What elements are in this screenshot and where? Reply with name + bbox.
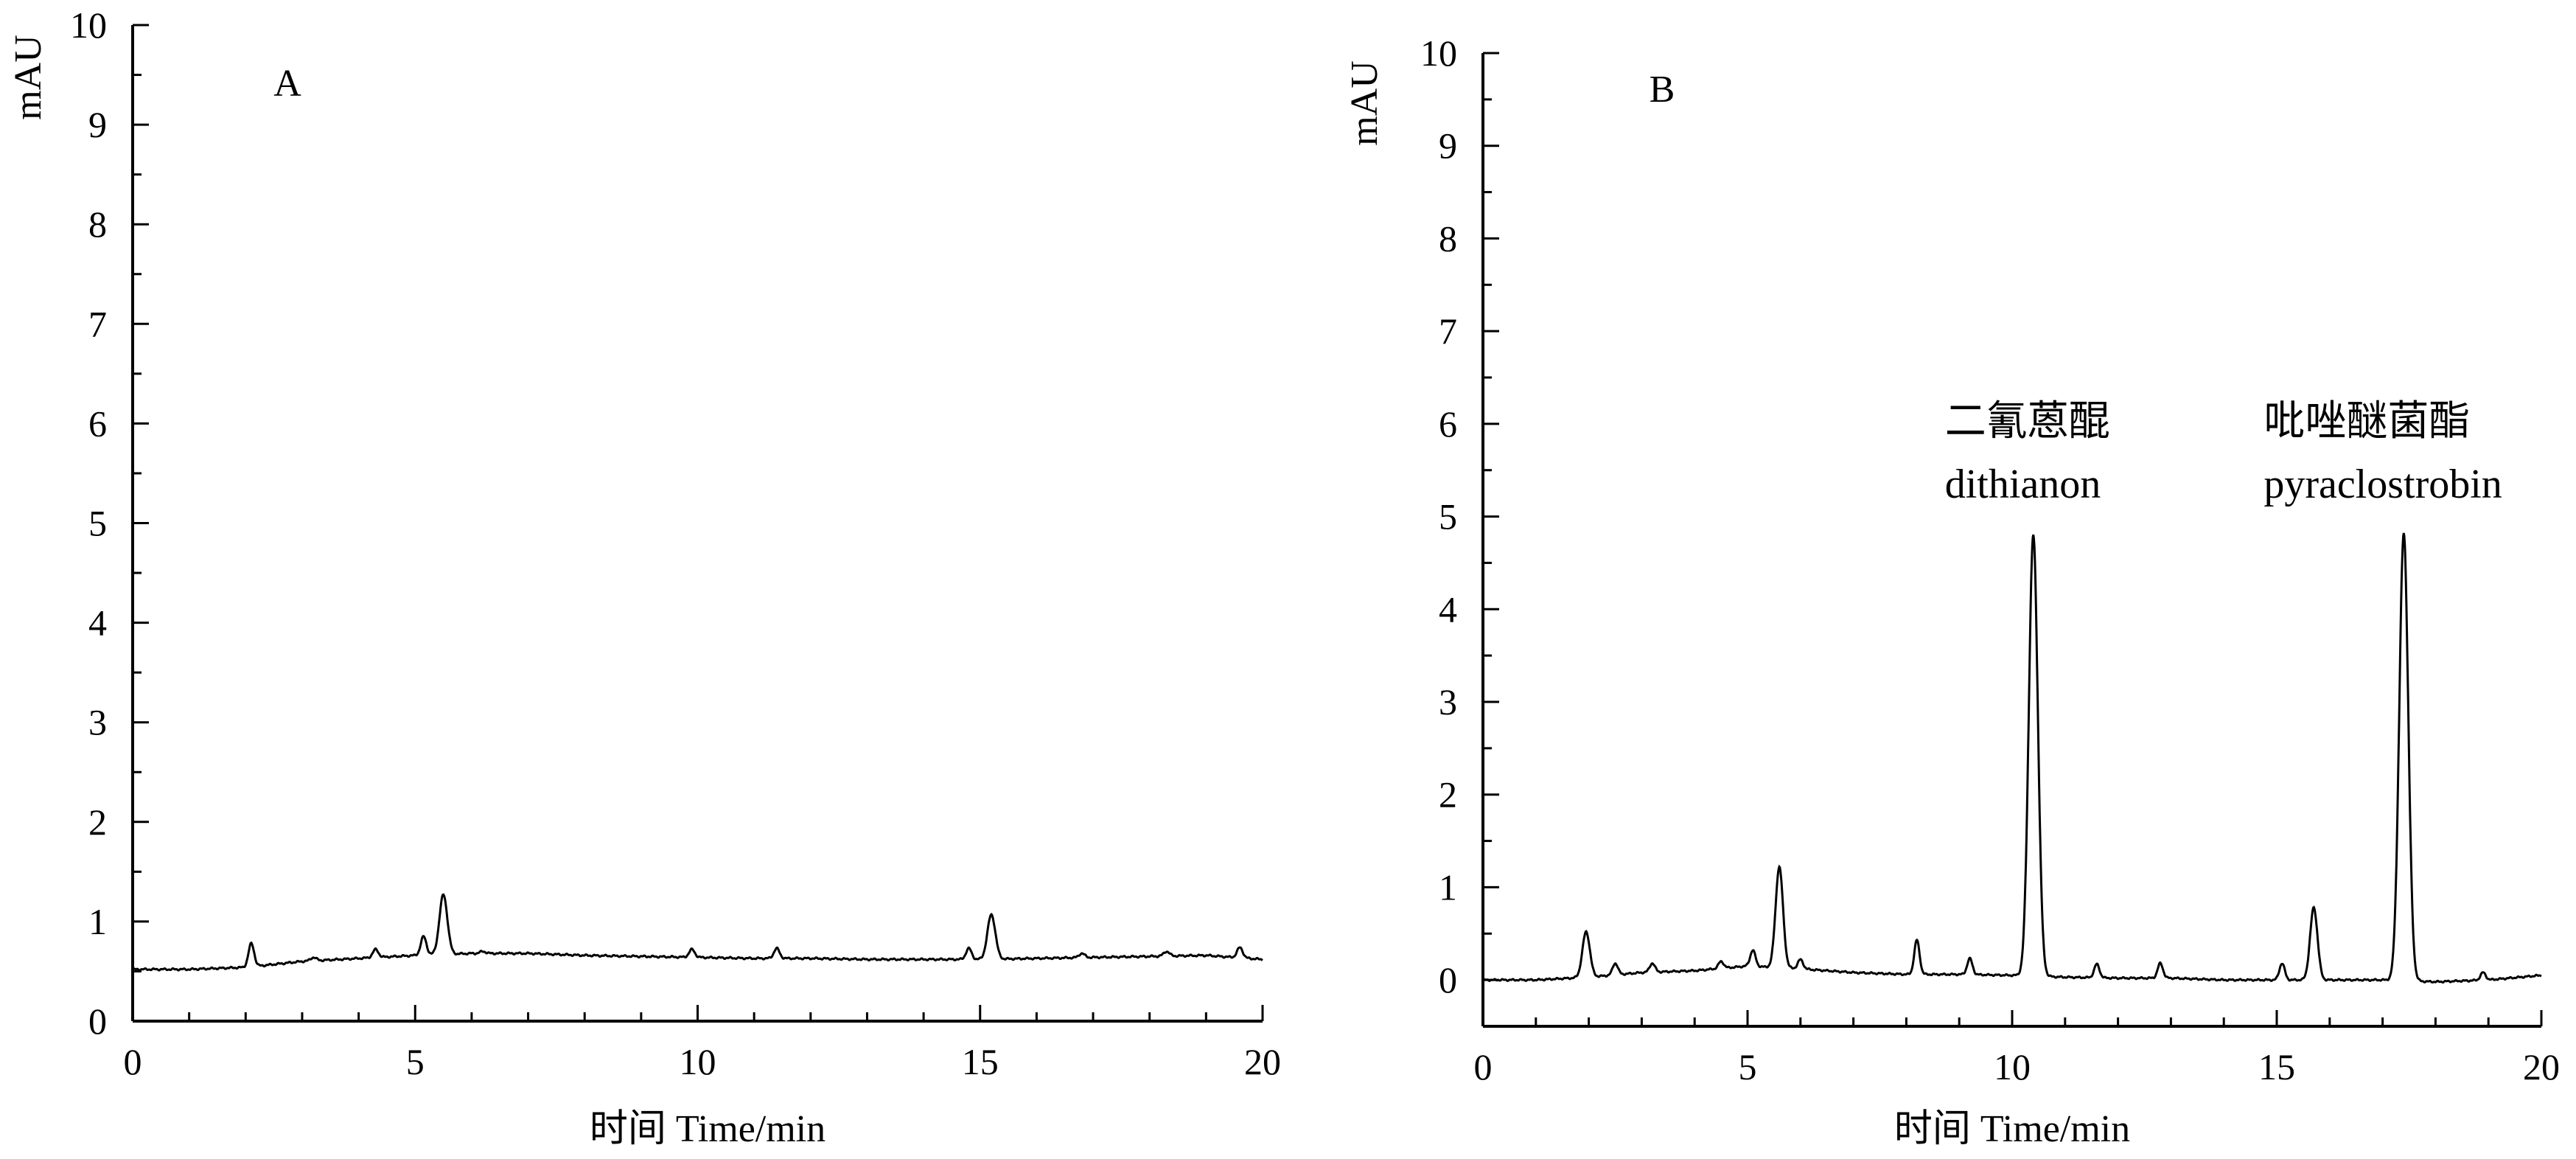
y-tick-label: 1 [1439,866,1457,908]
peak-annotation-chinese: 吡唑醚菌酯 [2263,399,2470,445]
x-tick-label: 5 [1739,1046,1757,1087]
y-tick-label: 5 [1439,496,1457,537]
y-tick-label: 6 [1439,403,1457,445]
y-tick-label: 0 [88,1000,107,1042]
x-tick-label: 20 [1244,1041,1281,1082]
peak-annotation-english: dithianon [1945,462,2101,507]
y-tick-label: 8 [88,203,107,245]
y-tick-label: 4 [88,602,107,644]
y-tick-label: 10 [1420,32,1457,74]
panel-label: A [273,63,301,105]
y-tick-label: 3 [88,702,107,743]
peak-annotation-english: pyraclostrobin [2263,462,2502,507]
x-axis-title: 时间 Time/min [1894,1108,2130,1150]
x-tick-label: 15 [2258,1046,2295,1087]
y-tick-label: 3 [1439,681,1457,723]
y-tick-label: 7 [88,303,107,344]
y-tick-label: 4 [1439,588,1457,630]
x-axis-title: 时间 Time/min [590,1108,825,1150]
x-tick-label: 0 [124,1041,142,1082]
y-tick-label: 8 [1439,217,1457,259]
y-axis-title: mAU [7,35,49,120]
y-tick-label: 0 [1439,959,1457,1000]
chromatogram-panel-b: 0 1 2 3 4 5 6 7 8 9 10 0 5 10 15 20 时间 Time/min mAU B 二氰蒽醌 d… [1344,32,2560,1150]
x-tick-label: 15 [962,1041,999,1082]
y-tick-label: 1 [88,901,107,942]
y-tick-label: 7 [1439,310,1457,352]
panel-label: B [1650,69,1675,111]
x-tick-label: 5 [406,1041,425,1082]
y-tick-label: 6 [88,403,107,444]
x-tick-label: 10 [680,1041,716,1082]
y-axis-title: mAU [1344,60,1386,146]
y-tick-label: 9 [1439,125,1457,167]
x-tick-label: 20 [2523,1046,2560,1087]
y-tick-label: 9 [88,104,107,145]
y-tick-label: 5 [88,503,107,544]
y-tick-label: 10 [70,4,107,46]
x-tick-label: 10 [1994,1046,2031,1087]
y-tick-label: 2 [1439,774,1457,815]
y-tick-label: 2 [88,801,107,843]
chromatogram-trace [132,893,1263,972]
chromatogram-trace [1482,532,2542,984]
peak-annotation-chinese: 二氰蒽醌 [1945,399,2110,445]
chromatogram-panel-a: 0 1 2 3 4 5 6 7 8 9 10 0 5 10 15 20 时间 Time/min mAU A [7,4,1281,1150]
x-tick-label: 0 [1474,1046,1493,1087]
